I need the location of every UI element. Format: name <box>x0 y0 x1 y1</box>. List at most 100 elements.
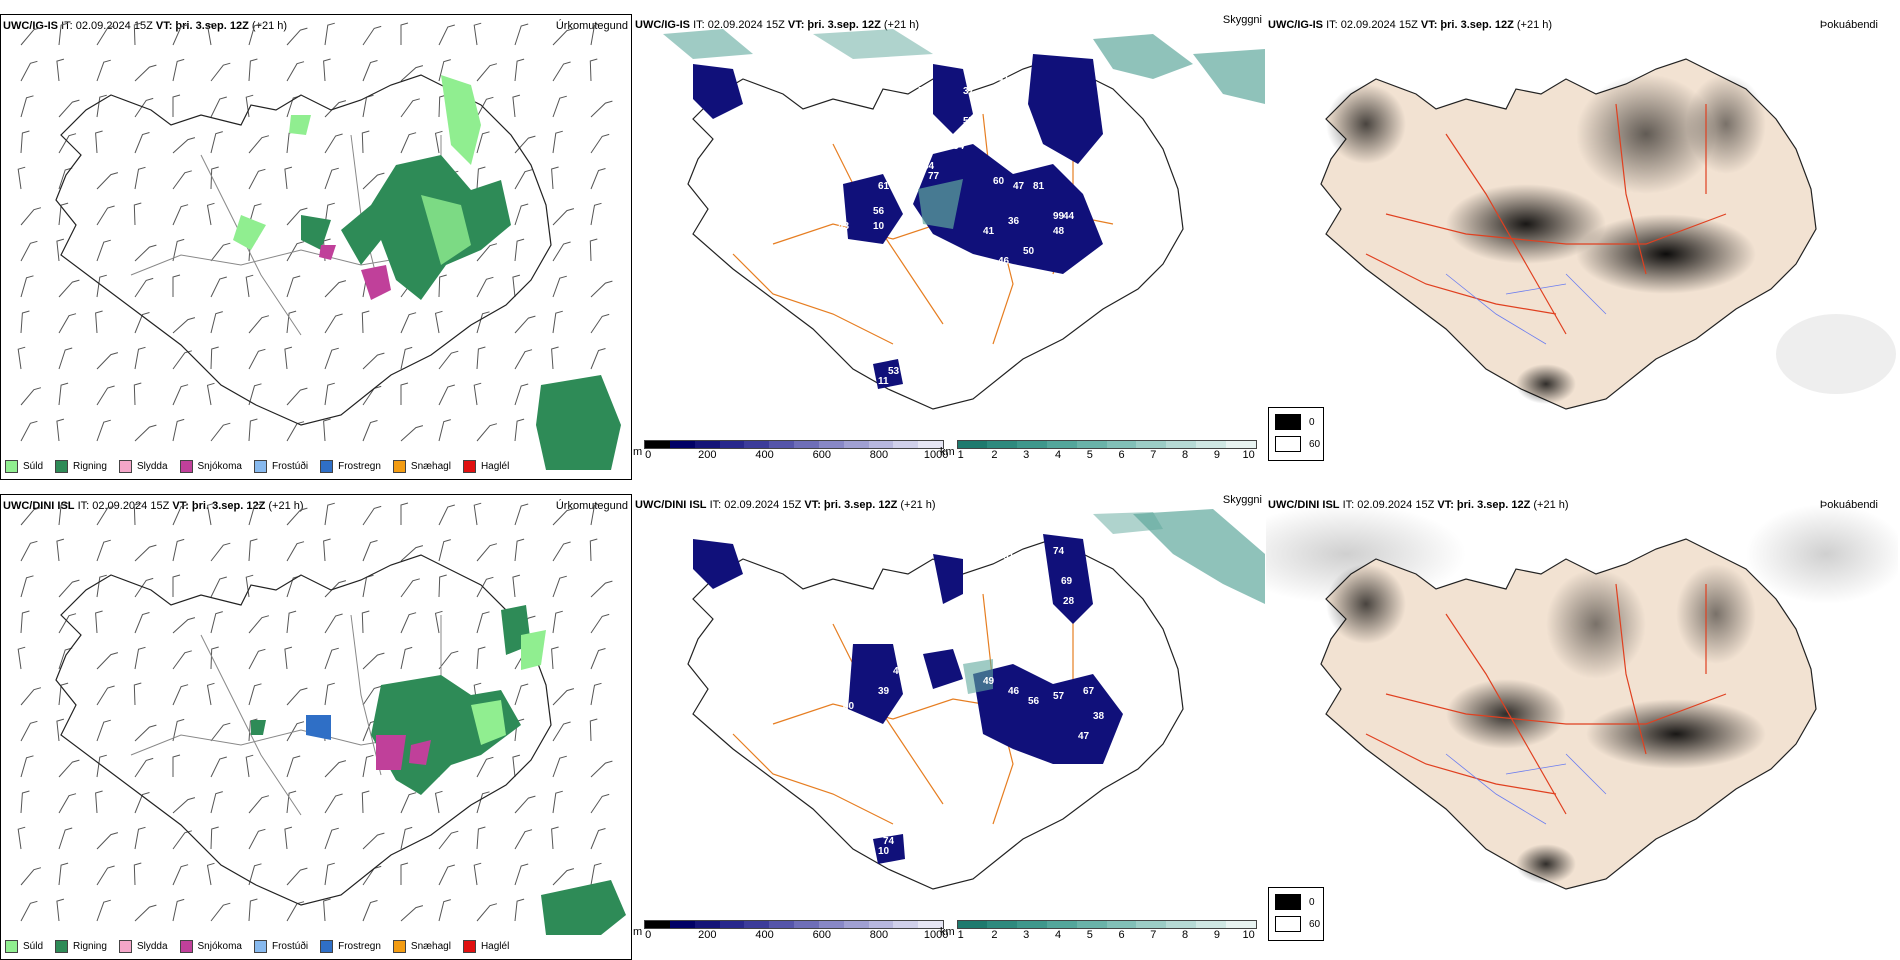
wind-barb <box>134 577 154 598</box>
legend-swatch <box>179 460 193 473</box>
cloudbase-value: 51 <box>1013 586 1025 597</box>
precip-map <box>17 22 621 470</box>
wind-barb <box>590 760 613 778</box>
wind-barb <box>324 682 335 706</box>
legend-swatch <box>118 940 132 953</box>
wind-barb <box>56 898 65 922</box>
wind-barb <box>514 315 536 334</box>
wind-barb <box>473 382 482 406</box>
wind-barb <box>324 22 335 46</box>
colorbar-tick: 200 <box>698 449 717 461</box>
wind-barb <box>514 795 536 814</box>
wind-barb <box>590 613 610 634</box>
wind-barb <box>172 350 192 370</box>
wind-barb <box>58 793 77 814</box>
wind-barb <box>20 540 38 562</box>
wind-barb <box>400 132 417 154</box>
wind-barb <box>58 579 80 598</box>
wind-barb <box>434 130 443 154</box>
cloudbase-value: 49 <box>893 666 905 677</box>
wind-barb <box>248 718 258 742</box>
colorbar-cell <box>1106 921 1137 928</box>
colorbar-cell <box>719 441 745 448</box>
wind-barb <box>438 504 455 526</box>
legend-swatch <box>55 460 69 473</box>
wind-barb <box>134 312 150 334</box>
panel-title: Skyggni <box>1222 14 1262 26</box>
wind-barb <box>400 312 417 334</box>
wind-barb <box>438 650 459 670</box>
wind-barb <box>514 418 525 442</box>
wind-barb <box>400 65 424 82</box>
wind-barb <box>20 790 30 814</box>
wind-barb <box>362 25 382 46</box>
cloudbase-value: 61 <box>878 181 890 192</box>
cloudbase-value: 36 <box>1008 216 1020 227</box>
wind-barb <box>248 348 266 370</box>
wind-barb <box>248 648 266 670</box>
colorbar-cell <box>818 441 844 448</box>
wind-barb <box>438 864 455 886</box>
wind-barb <box>590 100 613 118</box>
wind-barb <box>324 760 347 778</box>
wind-barb <box>324 167 339 190</box>
wind-barb <box>324 613 343 634</box>
colorbar-cell <box>719 921 745 928</box>
wind-barb <box>96 239 111 262</box>
wind-barb <box>248 315 270 334</box>
cloudbase-value: 56 <box>873 206 885 217</box>
wind-barb <box>551 646 559 670</box>
wind-barb <box>514 863 529 886</box>
cloudbase-value: 46 <box>998 256 1010 267</box>
legend-swatch <box>5 940 18 953</box>
wind-barb <box>134 757 154 778</box>
wind-barb <box>96 899 111 922</box>
wind-barb <box>133 682 142 706</box>
wind-barb <box>134 132 150 154</box>
colorbar-cell <box>987 921 1018 928</box>
wind-barb <box>172 317 196 334</box>
wind-barb <box>96 25 115 46</box>
wind-barb <box>172 797 196 814</box>
cloudbase-value: 81 <box>1033 181 1045 192</box>
colorbar-cell <box>868 921 894 928</box>
wind-barb <box>20 95 34 118</box>
wind-barb <box>552 61 571 82</box>
legend-label: Frostregn <box>338 461 381 472</box>
precip-type-panel-top: UWC/IG-IS IT: 02.09.2024 15Z VT: þri. 3.… <box>0 14 632 480</box>
wind-barb <box>324 502 335 526</box>
colorbar-cell <box>1225 441 1256 448</box>
wind-barb <box>476 646 486 670</box>
wind-barb <box>96 419 111 442</box>
wind-barb <box>362 352 385 370</box>
wind-barb <box>514 829 533 850</box>
wind-barb <box>514 169 533 190</box>
low-cloud-areas <box>693 54 1103 389</box>
cloudbase-value: 67 <box>1083 686 1095 697</box>
wind-barb <box>172 898 185 922</box>
colorbar-tick: 200 <box>698 929 717 941</box>
fog-map <box>1320 58 1896 410</box>
rain-areas <box>251 605 626 935</box>
wind-barb <box>20 130 30 154</box>
wind-barb <box>286 130 297 154</box>
wind-barb <box>248 898 258 922</box>
cloudbase-colorbar: m 0 200 400 600 800 1000 <box>633 920 948 943</box>
wind-barb <box>172 94 181 117</box>
colorbar-cell <box>670 441 695 448</box>
wind-barb <box>284 646 293 670</box>
legend-swatch <box>320 940 334 953</box>
wind-barb <box>552 790 563 814</box>
wind-barb <box>210 242 231 262</box>
wind-barb <box>56 418 65 442</box>
cloudbase-value: 47 <box>1013 181 1025 192</box>
cloudbase-value: 57 <box>963 116 975 127</box>
colorbar-cell <box>645 921 670 928</box>
wind-barb <box>361 610 370 634</box>
wind-barb <box>552 575 567 598</box>
cloudbase-value: 45 <box>1033 666 1045 677</box>
wind-barb <box>476 791 490 814</box>
wind-barb <box>324 133 343 154</box>
wind-barb <box>473 862 482 886</box>
wind-barb <box>552 95 567 118</box>
